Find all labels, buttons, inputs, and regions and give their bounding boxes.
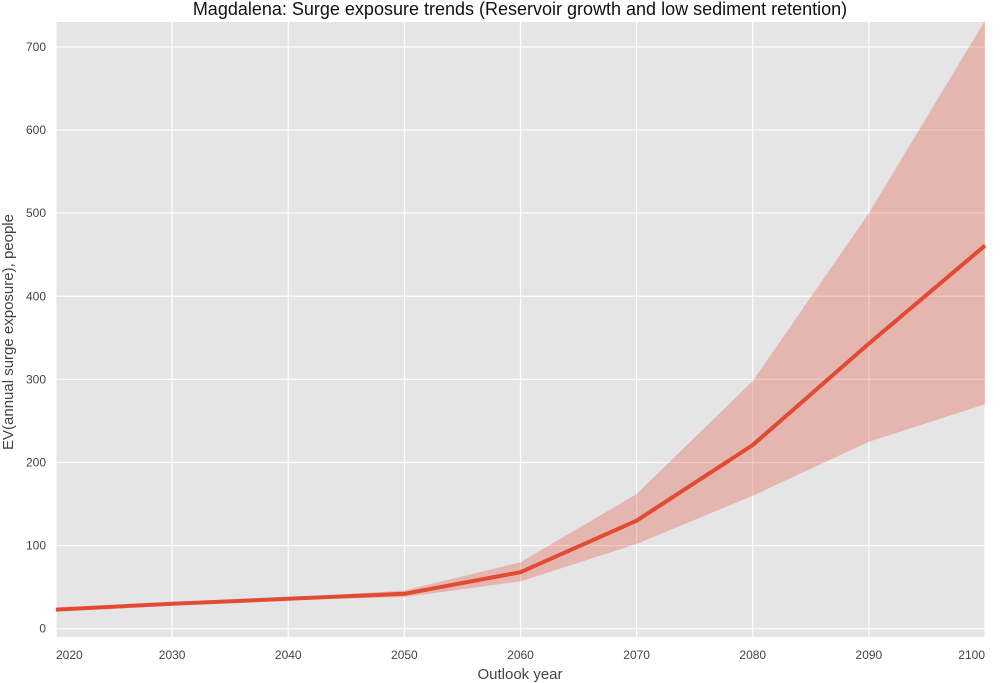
data-point bbox=[867, 342, 871, 346]
y-tick-label: 700 bbox=[26, 40, 46, 54]
x-tick-label: 2020 bbox=[56, 648, 83, 662]
y-axis-label: EV(annual surge exposure), people bbox=[0, 214, 17, 450]
chart-title: Magdalena: Surge exposure trends (Reserv… bbox=[193, 0, 847, 19]
y-tick-label: 0 bbox=[39, 622, 46, 636]
y-axis-ticks: 0 100 200 300 400 500 600 700 bbox=[26, 40, 46, 636]
x-tick-label: 2040 bbox=[275, 648, 302, 662]
x-tick-label: 2090 bbox=[856, 648, 883, 662]
data-point bbox=[402, 592, 406, 596]
grid bbox=[55, 22, 986, 637]
data-point bbox=[286, 597, 290, 601]
uncertainty-band bbox=[56, 20, 985, 610]
data-point bbox=[54, 608, 58, 612]
series-line bbox=[55, 244, 987, 612]
x-axis-label: Outlook year bbox=[477, 666, 562, 683]
x-tick-label: 2080 bbox=[739, 648, 766, 662]
x-tick-label: 2100 bbox=[958, 648, 985, 662]
y-tick-label: 100 bbox=[26, 539, 46, 553]
x-axis-ticks: 2020 2030 2040 2050 2060 2070 2080 2090 2100 bbox=[56, 648, 985, 662]
data-point bbox=[751, 443, 755, 447]
y-tick-label: 600 bbox=[26, 123, 46, 137]
y-tick-label: 400 bbox=[26, 289, 46, 303]
x-tick-label: 2050 bbox=[391, 648, 418, 662]
y-tick-label: 300 bbox=[26, 372, 46, 386]
data-point bbox=[983, 244, 987, 248]
y-tick-label: 200 bbox=[26, 455, 46, 469]
data-point bbox=[519, 570, 523, 574]
marks bbox=[54, 20, 987, 612]
x-tick-label: 2030 bbox=[159, 648, 186, 662]
data-point bbox=[635, 519, 639, 523]
y-tick-label: 500 bbox=[26, 206, 46, 220]
x-tick-label: 2060 bbox=[507, 648, 534, 662]
x-tick-label: 2070 bbox=[623, 648, 650, 662]
data-point bbox=[170, 602, 174, 606]
